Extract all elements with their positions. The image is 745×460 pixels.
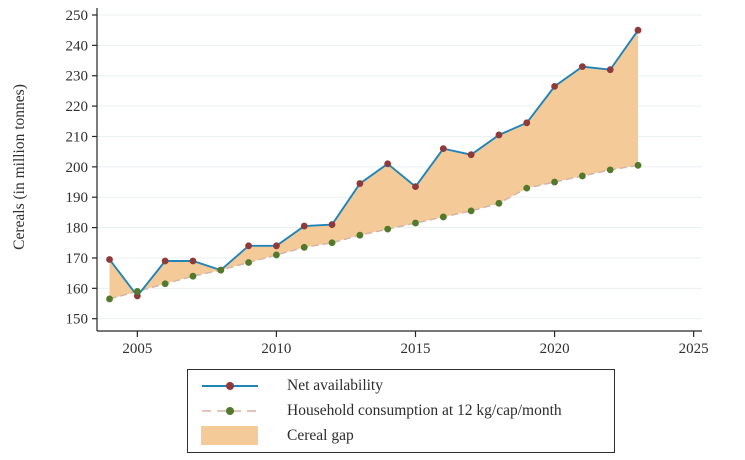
y-tick-label: 210	[66, 129, 89, 145]
net-availability-marker	[495, 131, 503, 139]
net-availability-marker	[300, 222, 308, 230]
household-consumption-marker	[412, 219, 419, 227]
cereal-gap-swatch-icon	[201, 426, 259, 446]
net-availability-marker	[384, 160, 392, 168]
chart-legend: Net availability Household consumption a…	[187, 369, 615, 453]
household-consumption-marker	[217, 266, 225, 274]
y-tick-label: 200	[66, 160, 89, 176]
net-availability-line	[108, 29, 639, 298]
household-consumption-marker	[634, 161, 642, 169]
household-consumption-line	[109, 164, 639, 300]
net-availability-marker	[106, 256, 113, 263]
net-availability-marker	[245, 242, 252, 250]
household-consumption-marker	[245, 259, 252, 266]
net-availability-marker	[439, 145, 447, 153]
y-tick-label: 180	[66, 221, 89, 237]
y-tick-label: 250	[66, 8, 89, 24]
net-availability-marker	[578, 63, 586, 71]
cereal-gap-area	[109, 30, 639, 299]
y-tick-label: 170	[66, 251, 89, 267]
household-consumption-marker	[328, 239, 336, 247]
net-availability-marker	[551, 82, 558, 90]
net-availability-marker	[328, 221, 336, 228]
legend-item-household-consumption: Household consumption at 12 kg/cap/month	[201, 399, 601, 424]
y-tick-label: 230	[66, 69, 89, 85]
household-consumption-marker	[161, 280, 169, 288]
household-consumption-marker	[467, 207, 475, 215]
household-consumption-marker	[384, 225, 392, 233]
y-tick-label: 240	[66, 38, 89, 54]
household-consumption-marker	[606, 166, 614, 174]
net-availability-line-sample-icon	[201, 378, 259, 394]
cereals-line-chart: 150 160 170 180 190 200 210 220 230 240 250 2005 201…	[11, 8, 709, 357]
legend-item-net-availability: Net availability	[201, 374, 601, 399]
y-tick-label: 190	[66, 190, 89, 206]
household-consumption-line-sample-icon	[201, 403, 259, 419]
legend-label-net-availability: Net availability	[287, 377, 383, 395]
x-tick-label: 2025	[679, 341, 709, 357]
x-tick-label: 2010	[261, 341, 291, 357]
household-consumption-marker	[578, 172, 586, 180]
household-consumption-marker	[551, 178, 558, 186]
net-availability-marker	[523, 119, 531, 127]
legend-label-household-consumption: Household consumption at 12 kg/cap/month	[287, 402, 562, 419]
x-tick-label: 2015	[400, 341, 430, 357]
y-axis-title: Cereals (in million tonnes)	[11, 84, 28, 250]
net-availability-marker	[412, 183, 419, 190]
y-tick-label: 160	[66, 281, 89, 297]
y-tick-label: 220	[66, 99, 89, 115]
net-availability-marker	[356, 180, 364, 187]
net-availability-marker	[467, 151, 475, 159]
x-tick-label: 2020	[540, 341, 570, 357]
x-tick-label: 2005	[122, 341, 152, 357]
household-consumption-marker	[439, 213, 447, 221]
y-tick-label: 150	[66, 312, 89, 328]
net-availability-marker	[606, 66, 614, 74]
household-consumption-marker	[356, 231, 364, 239]
household-consumption-marker	[189, 272, 197, 280]
net-availability-marker	[189, 257, 197, 265]
net-availability-marker	[161, 257, 169, 265]
legend-label-cereal-gap: Cereal gap	[287, 426, 354, 444]
household-consumption-marker	[523, 184, 531, 192]
legend-item-cereal-gap: Cereal gap	[201, 423, 601, 448]
household-consumption-marker	[495, 199, 503, 207]
household-consumption-marker	[133, 287, 141, 295]
household-consumption-marker	[273, 251, 280, 259]
household-consumption-marker	[300, 243, 308, 251]
net-availability-marker	[634, 26, 642, 34]
net-availability-marker	[273, 242, 280, 250]
household-consumption-marker	[106, 295, 113, 303]
